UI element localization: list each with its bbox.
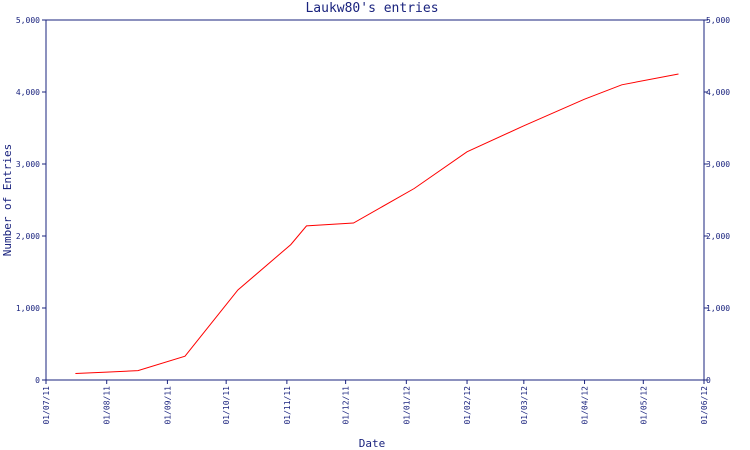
plot-frame (45, 19, 705, 381)
y-tick-label-right: 4,000 (706, 88, 730, 97)
y-tick-label-right: 0 (706, 376, 711, 385)
y-tick-label-left: 4,000 (16, 88, 40, 97)
x-tick-label: 01/03/12 (520, 386, 529, 425)
y-tick-label-left: 3,000 (16, 160, 40, 169)
x-tick-label: 01/12/11 (342, 386, 351, 425)
x-tick-label: 01/02/12 (463, 386, 472, 425)
x-tick-label: 01/08/11 (103, 386, 112, 425)
y-axis: 0 0 1,000 1,000 2,000 2,000 3,000 3,000 4,000 4,0… (16, 16, 730, 385)
x-tick-label: 01/04/12 (581, 386, 590, 425)
y-tick-label-left: 0 (35, 376, 40, 385)
x-tick-label: 01/06/12 (700, 386, 709, 425)
y-tick-label-right: 2,000 (706, 232, 730, 241)
x-axis: 01/07/11 01/08/11 01/09/11 01/10/11 01/11/11… (42, 380, 709, 425)
x-tick-label: 01/01/12 (402, 386, 411, 425)
series-line (75, 73, 679, 374)
y-tick-label-right: 5,000 (706, 16, 730, 25)
x-tick-label: 01/10/11 (222, 386, 231, 425)
x-tick-label: 01/09/11 (163, 386, 172, 425)
x-tick-label: 01/05/12 (639, 386, 648, 425)
x-tick-label: 01/07/11 (42, 386, 51, 425)
chart-title: Laukw80's entries (305, 1, 438, 16)
y-tick-label-right: 3,000 (706, 160, 730, 169)
y-axis-label: Number of Entries (1, 144, 14, 257)
y-tick-label-left: 5,000 (16, 16, 40, 25)
y-tick-label-left: 2,000 (16, 232, 40, 241)
x-tick-label: 01/11/11 (283, 386, 292, 425)
y-tick-label-left: 1,000 (16, 304, 40, 313)
y-tick-label-right: 1,000 (706, 304, 730, 313)
x-axis-label: Date (359, 437, 386, 450)
